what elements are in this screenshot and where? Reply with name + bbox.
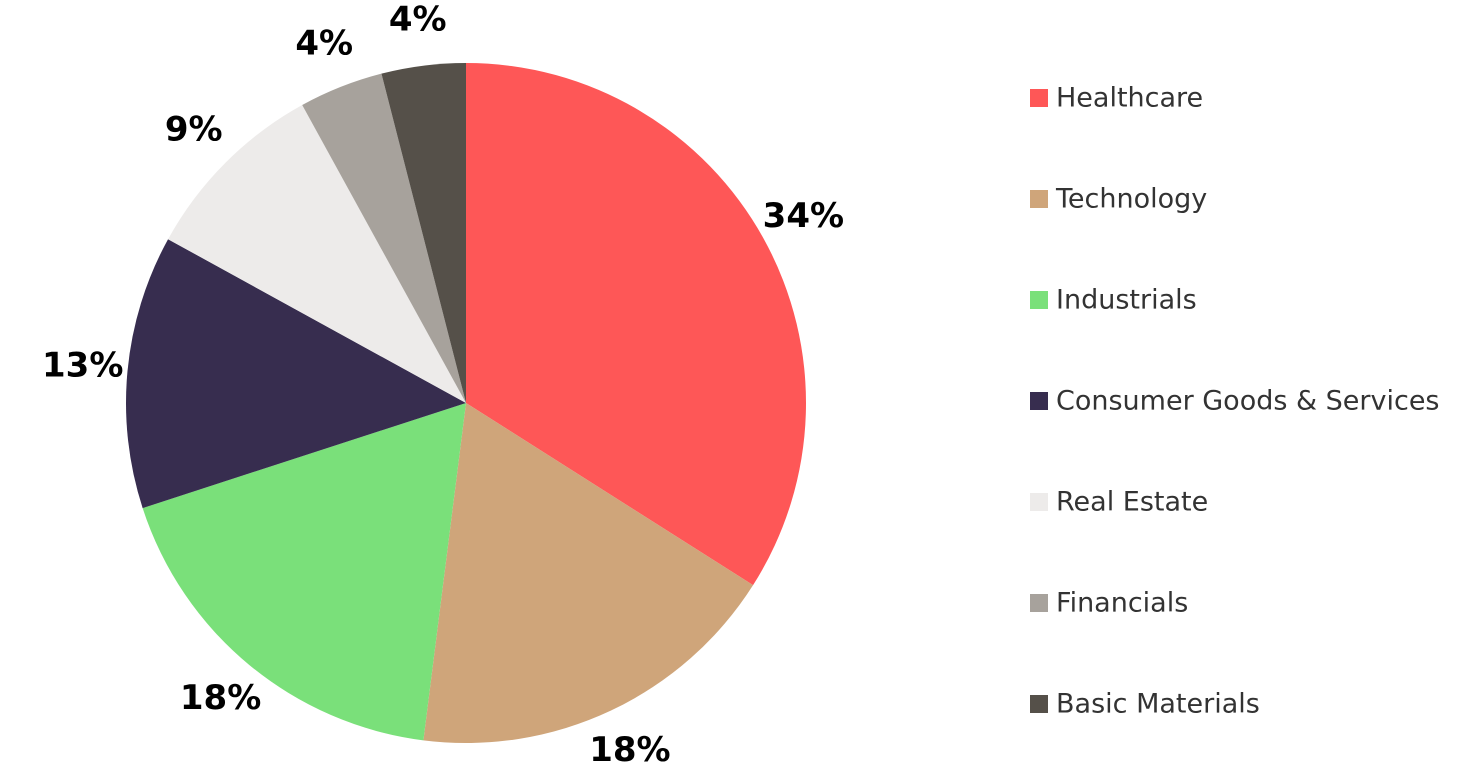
pie-slice — [302, 73, 466, 403]
pie-slice — [168, 105, 466, 403]
value-label: 4% — [295, 24, 353, 64]
legend-swatch — [1030, 190, 1048, 208]
legend-swatch — [1030, 695, 1048, 713]
pie-slice — [126, 239, 466, 509]
legend-swatch — [1030, 89, 1048, 107]
legend-swatch — [1030, 594, 1048, 612]
pie-slice — [466, 63, 806, 586]
value-label: 34% — [763, 196, 844, 236]
pie-slice — [423, 403, 754, 743]
value-label: 18% — [180, 678, 261, 718]
value-label: 18% — [589, 730, 670, 770]
legend-swatch — [1030, 392, 1048, 410]
legend-swatch — [1030, 493, 1048, 511]
legend-label: Financials — [1056, 588, 1188, 619]
value-label: 4% — [389, 0, 447, 40]
pie-slice — [381, 63, 466, 403]
legend-label: Basic Materials — [1056, 689, 1260, 720]
legend-label: Real Estate — [1056, 487, 1208, 518]
pie-slice — [142, 403, 466, 741]
legend-label: Healthcare — [1056, 83, 1203, 114]
legend-label: Consumer Goods & Services — [1056, 386, 1440, 417]
value-label: 9% — [165, 109, 223, 149]
value-label: 13% — [42, 345, 123, 385]
legend-swatch — [1030, 291, 1048, 309]
legend-label: Technology — [1055, 184, 1207, 215]
legend-label: Industrials — [1056, 285, 1197, 316]
